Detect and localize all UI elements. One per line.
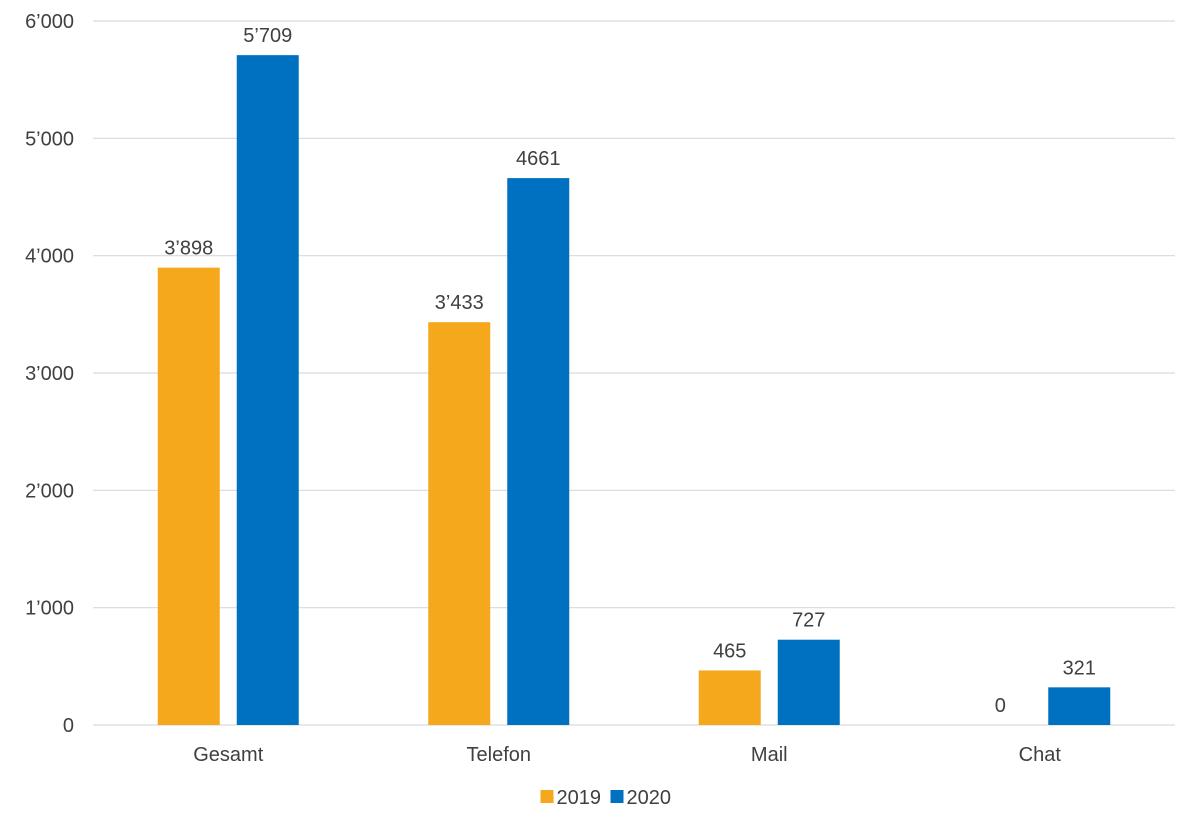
data-label-2020-telefon: 4661 (516, 148, 561, 170)
bar-2020-mail (777, 639, 840, 725)
y-tick-label: 0 (63, 715, 74, 737)
bars (157, 55, 1111, 726)
data-label-2019-mail: 465 (713, 640, 746, 662)
y-tick-label: 3’000 (25, 363, 74, 385)
bar-2020-gesamt (236, 55, 299, 726)
legend-label-2019: 2019 (557, 787, 602, 809)
x-category-label: Mail (751, 744, 788, 766)
y-tick-label: 5’000 (25, 128, 74, 150)
data-label-2020-chat: 321 (1063, 657, 1096, 679)
data-label-2020-gesamt: 5’709 (243, 25, 292, 47)
legend: 2019 2020 (540, 787, 672, 809)
y-tick-label: 4’000 (25, 246, 74, 268)
data-label-2019-telefon: 3’433 (435, 292, 484, 314)
bar-2020-chat (1048, 687, 1111, 725)
bar-2020-telefon (507, 178, 570, 726)
y-tick-label: 2’000 (25, 480, 74, 502)
y-axis-ticks: 0 1’000 2’000 3’000 4’000 5’000 6’000 (25, 11, 74, 737)
bar-2019-telefon (428, 322, 491, 725)
x-category-label: Telefon (467, 744, 532, 766)
data-label-2020-mail: 727 (792, 610, 825, 632)
y-tick-label: 1’000 (25, 598, 74, 620)
bar-2019-gesamt (157, 267, 220, 725)
data-labels: 3’898 5’709 3’433 4661 465 727 0 321 (164, 25, 1096, 717)
legend-swatch-2019 (540, 790, 554, 803)
x-axis-categories: Gesamt Telefon Mail Chat (193, 744, 1061, 766)
data-label-2019-gesamt: 3’898 (164, 238, 213, 260)
bar-2019-mail (698, 670, 761, 725)
data-label-2019-chat: 0 (995, 695, 1006, 717)
x-category-label: Chat (1019, 744, 1062, 766)
legend-swatch-2020 (610, 790, 624, 803)
y-tick-label: 6’000 (25, 11, 74, 33)
legend-label-2020: 2020 (627, 787, 672, 809)
x-category-label: Gesamt (193, 744, 263, 766)
